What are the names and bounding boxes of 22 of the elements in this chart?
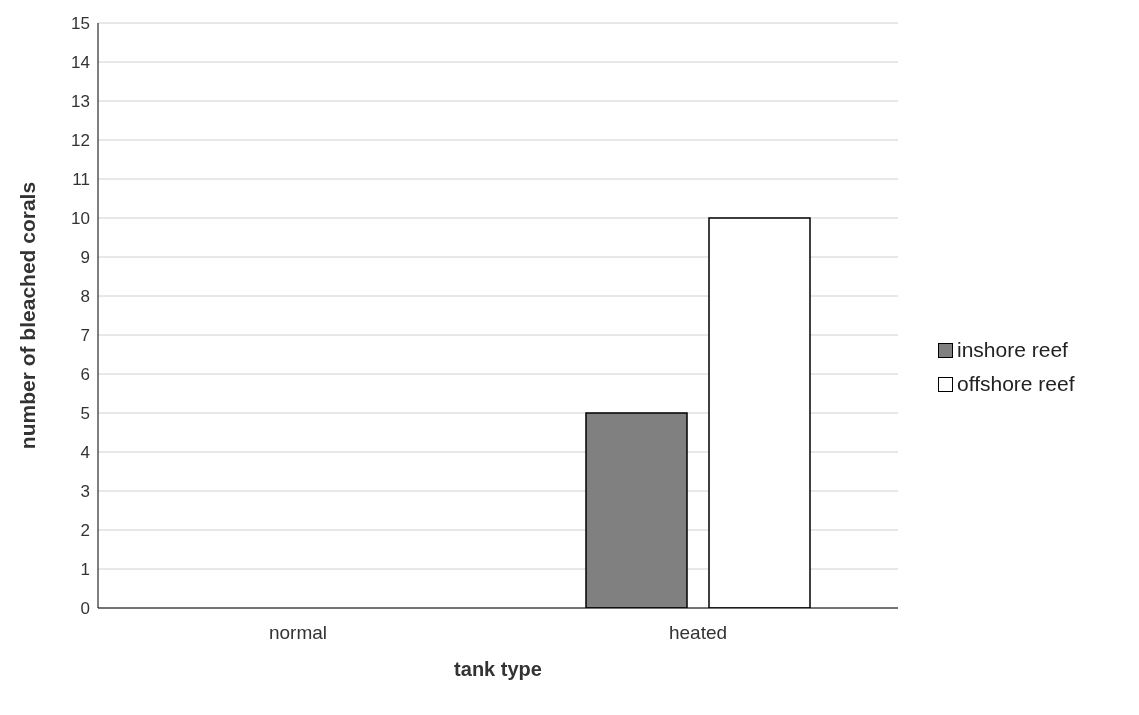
y-tick-label: 10 (71, 209, 90, 229)
y-tick-label: 6 (80, 365, 90, 385)
y-tick-label: 15 (71, 14, 90, 34)
y-tick-label: 7 (80, 326, 90, 346)
y-tick-label: 2 (80, 521, 90, 541)
y-tick-label: 1 (80, 560, 90, 580)
y-tick-label: 12 (71, 131, 90, 151)
y-tick-label: 14 (71, 53, 90, 73)
y-tick-label: 0 (80, 599, 90, 619)
y-axis-title: number of bleached corals (16, 181, 40, 450)
legend-label: inshore reef (957, 338, 1068, 362)
x-tick-label: heated (668, 622, 728, 644)
x-axis-title: tank type (454, 658, 542, 680)
y-tick-label: 13 (71, 92, 90, 112)
y-tick-label: 3 (80, 482, 90, 502)
y-tick-label: 8 (80, 287, 90, 307)
legend-label: offshore reef (957, 372, 1075, 396)
y-tick-label: 9 (80, 248, 90, 268)
y-tick-label: 4 (80, 443, 90, 463)
y-tick-label: 5 (80, 404, 90, 424)
x-tick-label: normal (268, 622, 328, 644)
y-tick-label: 11 (72, 170, 90, 190)
